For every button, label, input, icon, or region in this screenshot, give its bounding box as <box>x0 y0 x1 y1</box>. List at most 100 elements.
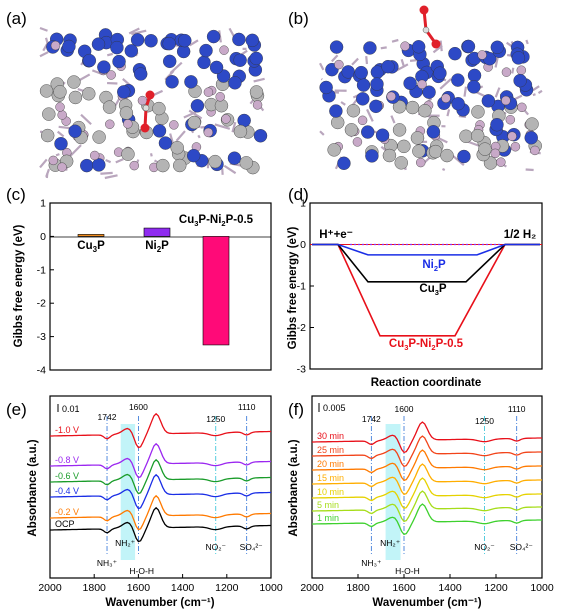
chart-d: Gibbs free energy (eV) Reaction coordina… <box>287 198 543 389</box>
atom <box>80 158 94 173</box>
bar-label-cu3p: Cu3P <box>77 240 105 254</box>
atom <box>158 136 173 150</box>
atom <box>370 77 384 91</box>
oxygen-atom <box>145 90 155 100</box>
atom <box>467 68 482 83</box>
oxygen-atom <box>431 39 441 49</box>
bond <box>55 153 60 157</box>
bond <box>532 85 540 92</box>
atom <box>394 156 408 170</box>
x-tick-label: 1600 <box>127 582 151 594</box>
atom <box>42 107 56 121</box>
chart-d-start-label: H⁺+e⁻ <box>319 229 353 241</box>
bond <box>331 54 339 63</box>
atom <box>67 75 81 89</box>
atom <box>400 41 410 51</box>
atom <box>356 78 371 92</box>
atom <box>206 29 221 44</box>
x-tick-label: 1000 <box>530 582 554 594</box>
atom <box>144 34 158 48</box>
atom <box>440 148 454 163</box>
bond <box>175 130 186 142</box>
spectrum--1.0 V <box>50 412 271 449</box>
atom <box>130 33 145 47</box>
x-tick-label: 1000 <box>259 582 283 594</box>
annotation: 1742 <box>362 414 381 424</box>
atom <box>422 85 436 99</box>
atom <box>253 129 268 143</box>
atom <box>410 131 425 145</box>
atom <box>382 148 397 163</box>
bond <box>115 158 124 164</box>
bond <box>223 164 237 175</box>
bond <box>231 121 237 133</box>
atom <box>68 90 83 105</box>
atom <box>62 39 76 54</box>
atom <box>363 41 377 55</box>
atom <box>352 137 363 147</box>
chart-e-ylabel: Absorbance (a.u.) <box>27 439 39 536</box>
series-label-5 min: 5 min <box>317 500 339 510</box>
atom <box>386 91 396 102</box>
bond <box>56 130 65 138</box>
atom <box>319 80 333 95</box>
atom <box>91 37 106 51</box>
atom <box>55 102 65 112</box>
atom <box>490 148 500 159</box>
atom <box>68 124 82 138</box>
atom <box>344 123 359 137</box>
chart-c-frame <box>49 202 272 371</box>
bond <box>390 115 396 124</box>
atom <box>405 100 420 115</box>
y-tick-label: -1 <box>37 264 46 276</box>
atom <box>530 145 540 156</box>
bond <box>537 89 543 94</box>
hydrogen-atom <box>422 26 430 34</box>
bond <box>494 56 500 68</box>
spectrum-20 min <box>312 449 542 482</box>
atom <box>156 158 170 173</box>
panel-label-e: (e) <box>6 400 27 419</box>
bond <box>68 144 82 158</box>
atom <box>228 76 242 90</box>
bond <box>104 174 118 180</box>
atom <box>513 73 527 88</box>
bond <box>189 39 199 47</box>
series-label-Cu3P: Cu3P <box>419 283 447 297</box>
spectrum-25 min <box>312 435 542 468</box>
atom <box>461 39 476 54</box>
atom <box>197 55 211 70</box>
atom <box>337 156 351 170</box>
spectrum--0.8 V <box>50 442 271 479</box>
y-tick-label: -3 <box>37 331 46 343</box>
spectrum-5 min <box>312 490 542 523</box>
atom <box>208 154 222 169</box>
annotation: NH₂⁺ <box>380 538 401 548</box>
atom <box>375 128 390 142</box>
y-tick-label: 1 <box>300 198 306 210</box>
atom <box>203 127 214 138</box>
atom <box>467 80 481 94</box>
atom <box>505 115 516 125</box>
bond <box>39 26 48 32</box>
atom <box>252 100 263 110</box>
bond <box>513 94 523 101</box>
bond <box>446 109 451 117</box>
atom <box>57 110 67 120</box>
atom <box>82 53 97 68</box>
spectrum-10 min <box>312 477 542 510</box>
panel-label-c: (c) <box>6 185 26 204</box>
atom <box>403 76 417 90</box>
atom <box>57 162 67 172</box>
bond <box>319 62 325 71</box>
annotation: NO₂⁻ <box>474 542 495 552</box>
atom <box>381 59 395 74</box>
bond <box>439 78 452 90</box>
oxygen-atom <box>419 5 429 15</box>
atom <box>481 94 496 108</box>
bond <box>525 39 529 45</box>
atom <box>417 79 427 90</box>
bond <box>391 38 399 43</box>
atom <box>162 36 176 51</box>
atom <box>411 40 426 54</box>
